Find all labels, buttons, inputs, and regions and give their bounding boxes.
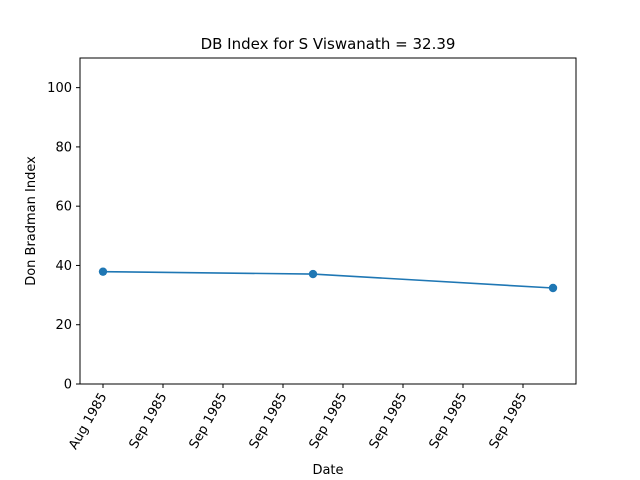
x-tick-label: Sep 1985	[487, 391, 531, 452]
y-axis-ticks: 0 20 40 60 80 100	[47, 81, 80, 393]
x-axis-ticks: Aug 1985 Sep 1985 Sep 1985 Sep 1985 Sep 1985…	[66, 384, 530, 452]
data-point	[308, 269, 318, 279]
data-point	[548, 283, 558, 293]
y-tick-label: 100	[47, 81, 72, 96]
series-line	[102, 270, 554, 289]
x-tick-label: Sep 1985	[427, 391, 471, 452]
y-tick-label: 60	[55, 200, 72, 215]
plot-area-frame	[79, 57, 577, 385]
x-tick-label: Sep 1985	[367, 391, 411, 452]
x-axis-label: Date	[312, 463, 343, 478]
x-tick-label: Aug 1985	[66, 391, 110, 453]
y-tick-label: 20	[55, 318, 72, 333]
y-tick-label: 80	[55, 140, 72, 155]
x-tick-label: Sep 1985	[127, 391, 171, 452]
y-tick-label: 40	[55, 259, 72, 274]
series-layer	[98, 267, 558, 293]
chart-title: DB Index for S Viswanath = 32.39	[201, 35, 456, 53]
y-axis-label: Don Bradman Index	[24, 156, 39, 286]
x-tick-label: Sep 1985	[247, 391, 291, 452]
data-point	[98, 267, 108, 276]
x-tick-label: Sep 1985	[307, 391, 351, 452]
x-tick-label: Sep 1985	[187, 391, 231, 452]
y-tick-label: 0	[64, 378, 72, 393]
